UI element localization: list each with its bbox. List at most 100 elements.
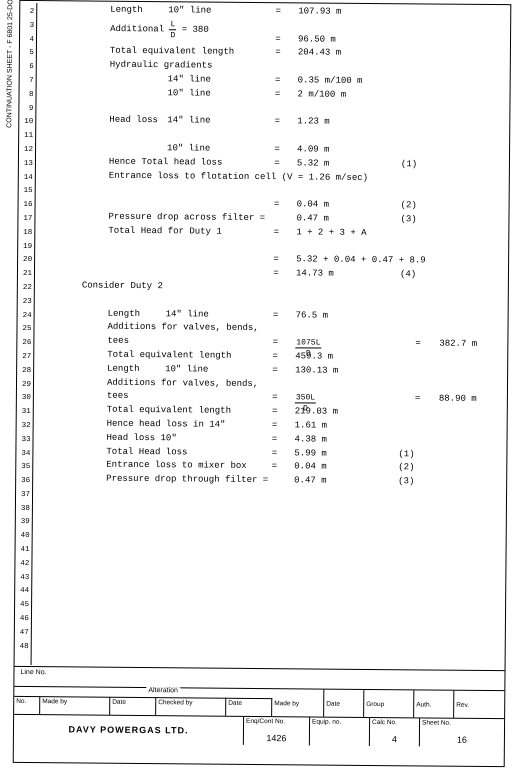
alteration-label: Alteration (146, 687, 180, 694)
equals-sign: = (272, 5, 284, 19)
equals-sign: = (272, 47, 284, 61)
row-label: Head loss 10" (106, 431, 176, 445)
equation-ref: (2) (398, 462, 414, 476)
row-value: 107.93 m (298, 5, 341, 19)
row-value: 0.47 m (294, 474, 327, 488)
line-number: 46 (17, 613, 31, 627)
line-number: 6 (22, 61, 36, 75)
equals-sign: = (269, 391, 281, 405)
row-value: 1 + 2 + 3 + A (296, 226, 366, 240)
row-label: Hence head loss in 14" (107, 418, 226, 433)
row-label: tees (107, 390, 129, 404)
col-made-by2: Made by (274, 700, 299, 707)
equals-sign-2: = (415, 338, 421, 352)
row-value: 76.5 m (296, 309, 329, 323)
line-number: 25 (19, 323, 33, 337)
line-number: 48 (17, 641, 31, 655)
equals-sign: = (270, 226, 282, 240)
row-value: 5.32 + 0.04 + 0.47 + 8.9 (296, 254, 426, 269)
line-number: 2 (22, 6, 36, 20)
line-number: 43 (17, 572, 31, 586)
row-sublabel: 14" line (166, 308, 209, 322)
line-number: 39 (18, 516, 32, 530)
line-number: 40 (18, 530, 32, 544)
sheet-value: 16 (420, 734, 504, 745)
company-name: DAVY POWERGAS LTD. (14, 715, 244, 745)
row-value: 5.99 m (294, 447, 327, 461)
row-value-2: 382.7 m (439, 338, 477, 352)
row-sublabel: 10" line (167, 142, 210, 156)
line-number: 14 (21, 171, 35, 185)
col-checked-by: Checked by (158, 699, 192, 706)
equals-sign: = (269, 405, 281, 419)
row-label: Head loss (109, 114, 158, 128)
line-number: 18 (20, 227, 34, 241)
equals-sign: = (270, 267, 282, 281)
equals-sign: = (272, 74, 284, 88)
equation-ref: (1) (401, 158, 417, 172)
line-number: 7 (22, 75, 36, 89)
calc-value: 4 (370, 734, 419, 744)
row-sublabel: 10" line (167, 87, 210, 101)
row-value: 219.03 m (295, 405, 338, 419)
row-label: Pressure drop across filter = (108, 211, 265, 226)
row-value: 1.61 m (295, 419, 328, 433)
equals-sign: = (269, 419, 281, 433)
line-number: 3 (22, 20, 36, 34)
line-number: 37 (18, 489, 32, 503)
equals-sign: = (268, 447, 280, 461)
equals-sign: = (269, 336, 281, 350)
row-label: Total equivalent length (107, 349, 231, 364)
section-heading: Consider Duty 2 (82, 279, 163, 294)
enq-value: 1426 (244, 733, 309, 744)
row-sublabel: 10" line (165, 363, 208, 377)
alteration-row: Alteration No. Made by Date Checked by D… (14, 687, 504, 719)
calculation-content: Length10" line=107.93 mAdditional LD = 3… (33, 3, 509, 667)
row-label: Total Head loss (106, 445, 187, 460)
equals-sign: = (268, 433, 280, 447)
enq-label: Enq/Cont No. (246, 718, 285, 725)
row-value: 4.38 m (294, 433, 327, 447)
line-number: 22 (20, 282, 34, 296)
row-value: 0.47 m (296, 212, 329, 226)
line-number: 47 (17, 627, 31, 641)
line-number: 31 (19, 406, 33, 420)
row-value: 5.32 m (297, 157, 330, 171)
equation-ref: (3) (398, 475, 414, 489)
row-label: Length (110, 4, 143, 18)
row-value: 204.43 m (298, 47, 341, 61)
line-number: 32 (19, 420, 33, 434)
row-value: 0.35 m/100 m (298, 74, 363, 88)
row-label: Entrance loss to mixer box (106, 459, 247, 474)
equals-sign: = (271, 115, 283, 129)
equals-sign: = (271, 198, 283, 212)
line-number: 34 (18, 447, 32, 461)
col-date3: Date (326, 701, 340, 708)
col-date: Date (112, 699, 126, 706)
line-number: 24 (20, 309, 34, 323)
equals-sign-2: = (415, 393, 421, 407)
line-number: 21 (20, 268, 34, 282)
line-number: 38 (18, 503, 32, 517)
line-number: 28 (19, 365, 33, 379)
row-value: 1.23 m (297, 116, 330, 130)
line-number: 42 (17, 558, 31, 572)
line-number: 45 (17, 599, 31, 613)
sheet-label: Sheet No. (422, 719, 451, 726)
row-value: 14.73 m (296, 267, 334, 281)
row-label: Length (108, 307, 141, 321)
line-number: 27 (19, 351, 33, 365)
line-number: 33 (18, 434, 32, 448)
equals-sign: = (268, 460, 280, 474)
col-no: No. (16, 698, 26, 705)
continuation-sheet-label: CONTINUATION SHEET - F 6801 25-DO 1 (6, 0, 14, 128)
row-value-2: 88.90 m (439, 393, 477, 407)
line-number: 11 (21, 130, 35, 144)
equip-label: Equip. no. (312, 718, 341, 725)
row-label: Additions for valves, bends, (107, 376, 258, 391)
line-number: 36 (18, 475, 32, 489)
row-sublabel: 10" line (168, 4, 211, 18)
row-label: tees (107, 335, 129, 349)
line-number: 29 (19, 378, 33, 392)
document-frame: 2345678910111213141516171819202122232425… (13, 0, 512, 767)
